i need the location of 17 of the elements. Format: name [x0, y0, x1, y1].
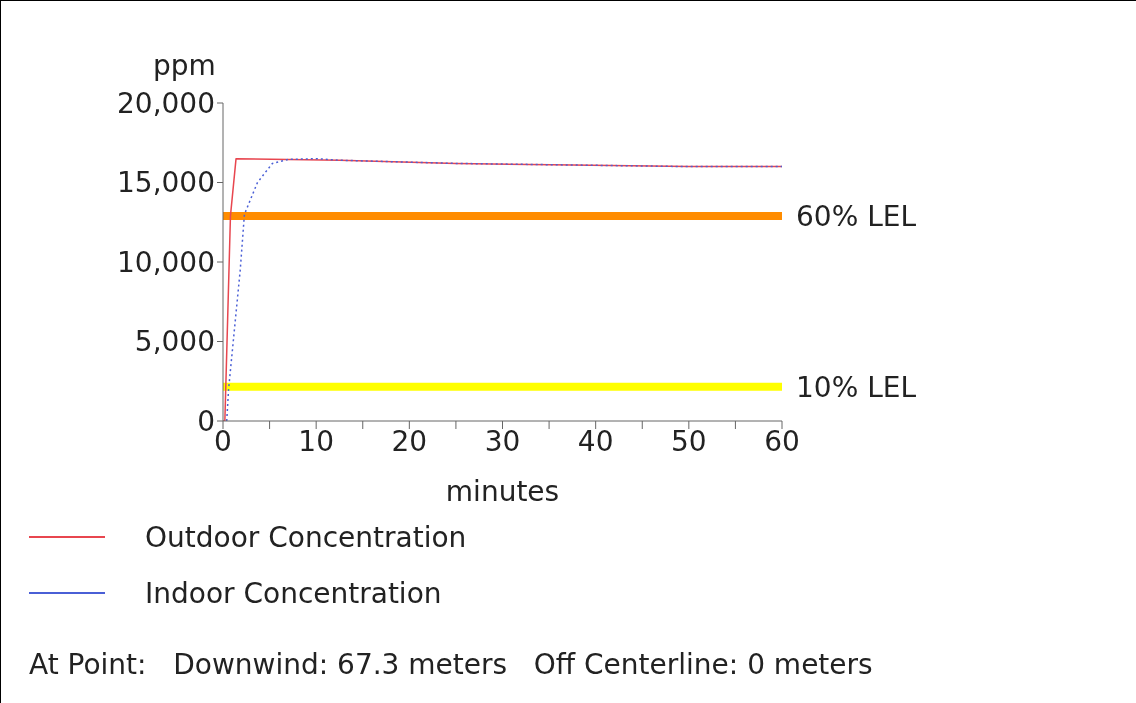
legend-label: Outdoor Concentration	[145, 520, 467, 554]
text: At Point: Downwind: 67.3 meters Off Centerline: 0 meters	[29, 648, 873, 681]
ref-line-label: 10% LEL	[796, 370, 917, 404]
y-axis-title: ppm	[153, 49, 216, 82]
x-tick-label: 20	[391, 424, 428, 458]
ref-line-label: 60% LEL	[796, 199, 917, 233]
y-tick-label: 15,000	[117, 166, 215, 200]
y-tick-label: 10,000	[117, 245, 215, 279]
legend-label: Indoor Concentration	[145, 576, 442, 610]
x-tick-label: 40	[577, 424, 614, 458]
x-axis-title: minutes	[445, 475, 560, 508]
x-tick-label: 30	[484, 424, 521, 458]
x-tick-label: 50	[671, 424, 707, 458]
x-tick-label: 10	[298, 424, 334, 458]
y-tick-label: 20,000	[117, 86, 215, 120]
y-tick-label: 5,000	[134, 325, 215, 359]
x-tick-label: 60	[764, 424, 800, 458]
